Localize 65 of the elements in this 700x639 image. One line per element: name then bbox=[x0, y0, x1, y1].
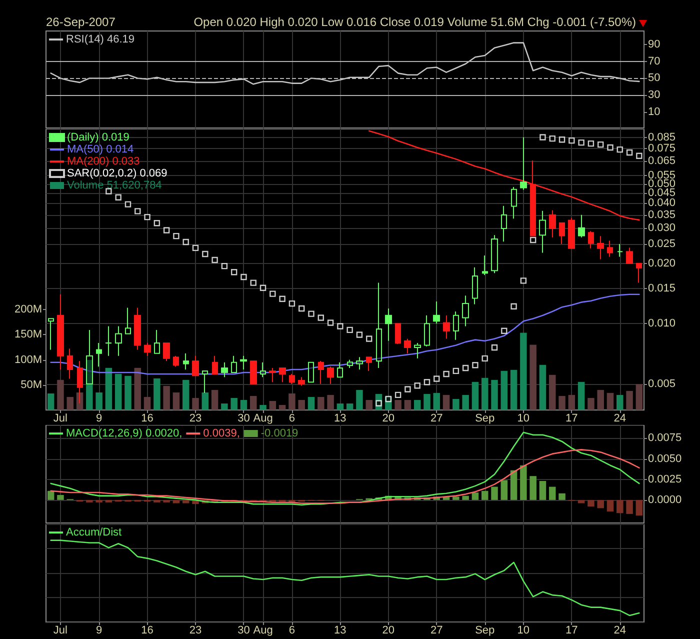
y-tick-label: 0.030 bbox=[648, 222, 676, 234]
y-tick-label: 0.065 bbox=[648, 155, 676, 168]
legend-label: -0.0019 bbox=[260, 428, 298, 440]
x-tick-label: 30 bbox=[238, 624, 250, 636]
x-tick-label: 23 bbox=[189, 624, 202, 636]
y-tick-label: 0.0000 bbox=[648, 494, 682, 506]
y-tick-label: 0.0025 bbox=[648, 473, 682, 486]
x-tick-label: 30 bbox=[238, 412, 250, 424]
legend-label: MA(200) 0.033 bbox=[67, 156, 140, 168]
y-tick-label: 0.075 bbox=[648, 142, 676, 155]
x-tick-label: Aug bbox=[253, 412, 273, 424]
x-tick-label: 20 bbox=[382, 624, 395, 636]
x-tick-label: 23 bbox=[189, 412, 202, 424]
x-tick-label: Jul bbox=[53, 624, 68, 636]
x-tick-label: 10 bbox=[517, 624, 530, 636]
y2-tick-label: 100M bbox=[14, 354, 42, 366]
x-tick-label: 24 bbox=[614, 624, 626, 636]
y-tick-label: 0.015 bbox=[648, 282, 676, 294]
y-tick-label: 0.045 bbox=[648, 186, 676, 199]
x-tick-label: 20 bbox=[382, 412, 395, 424]
y-tick-label: 90 bbox=[648, 38, 660, 50]
x-tick-label: 16 bbox=[141, 624, 154, 636]
x-tick-label: 17 bbox=[566, 624, 578, 636]
y-tick-label: 0.0050 bbox=[648, 452, 682, 465]
x-tick-label: 6 bbox=[288, 624, 296, 636]
x-tick-label: 9 bbox=[96, 624, 102, 636]
x-tick-label: 24 bbox=[614, 412, 626, 424]
x-tick-label: Jul bbox=[53, 412, 68, 424]
x-tick-label: 6 bbox=[288, 412, 296, 424]
x-tick-label: Sep bbox=[475, 412, 495, 424]
legend-label: (Daily) 0.019 bbox=[67, 132, 130, 144]
x-tick-label: Sep bbox=[475, 624, 495, 636]
legend-label: Accum/Dist bbox=[66, 526, 122, 538]
y-tick-label: 70 bbox=[648, 55, 660, 68]
x-tick-label: Aug bbox=[253, 624, 273, 636]
y2-tick-label: 200M bbox=[14, 304, 42, 316]
legend-label: MACD(12,26,9) 0.0020, bbox=[66, 428, 182, 440]
y-tick-label: 30 bbox=[648, 89, 660, 102]
x-tick-label: 10 bbox=[517, 412, 530, 424]
legend-label: RSI(14) 46.19 bbox=[66, 34, 134, 46]
x-tick-label: 9 bbox=[96, 412, 102, 424]
x-tick-label: 27 bbox=[430, 412, 443, 424]
y-tick-label: 0.025 bbox=[648, 238, 676, 250]
y-tick-label: 0.085 bbox=[648, 132, 676, 144]
x-tick-label: 27 bbox=[430, 624, 443, 636]
legend-label: 0.0039, bbox=[203, 428, 240, 440]
legend-label: MA(50) 0.014 bbox=[67, 144, 134, 156]
x-tick-label: 17 bbox=[566, 412, 578, 424]
legend-label: Volume 51,620,784 bbox=[67, 180, 162, 192]
chart-title: 26-Sep-2007 bbox=[46, 15, 116, 29]
y-tick-label: 0.010 bbox=[648, 318, 676, 330]
y2-tick-label: 150M bbox=[14, 328, 42, 341]
chart-subtitle: Open 0.020 High 0.020 Low 0.016 Close 0.019 Volume 51.6M Chg -0.001 (-7.50%) bbox=[194, 15, 636, 29]
x-tick-label: 13 bbox=[334, 624, 346, 636]
y-tick-label: 10 bbox=[648, 106, 660, 118]
y2-tick-label: 50M bbox=[20, 378, 42, 391]
y-tick-label: 0.040 bbox=[648, 197, 676, 210]
y-tick-label: 0.005 bbox=[648, 378, 676, 390]
legend-label: SAR(0.02,0.2) 0.069 bbox=[67, 168, 168, 180]
y-tick-label: 0.035 bbox=[648, 208, 676, 221]
y-tick-label: 0.0075 bbox=[648, 432, 682, 444]
x-tick-label: 13 bbox=[334, 412, 346, 424]
y-tick-label: 0.020 bbox=[648, 257, 676, 270]
y-tick-label: 50 bbox=[648, 72, 660, 84]
x-tick-label: 16 bbox=[141, 412, 154, 424]
